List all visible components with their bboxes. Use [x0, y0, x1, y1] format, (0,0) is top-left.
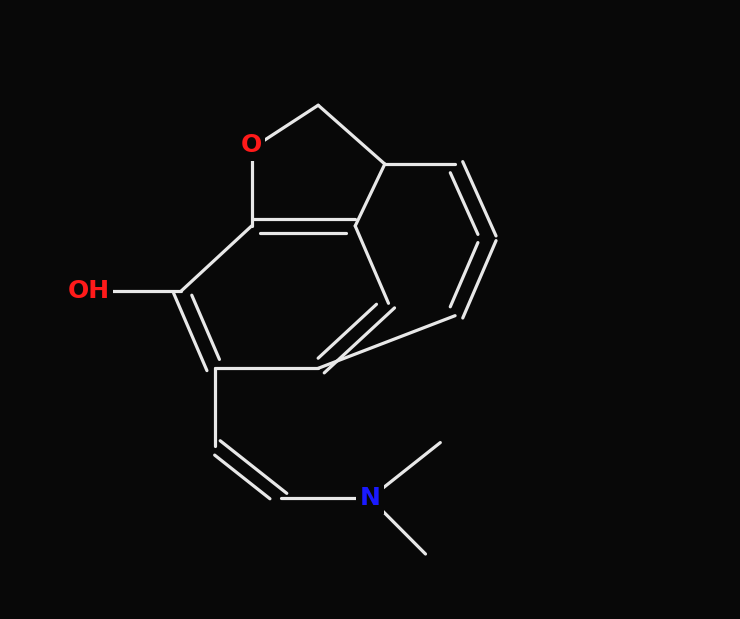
Text: OH: OH [68, 279, 110, 303]
Text: N: N [360, 487, 380, 510]
Text: O: O [241, 134, 262, 157]
